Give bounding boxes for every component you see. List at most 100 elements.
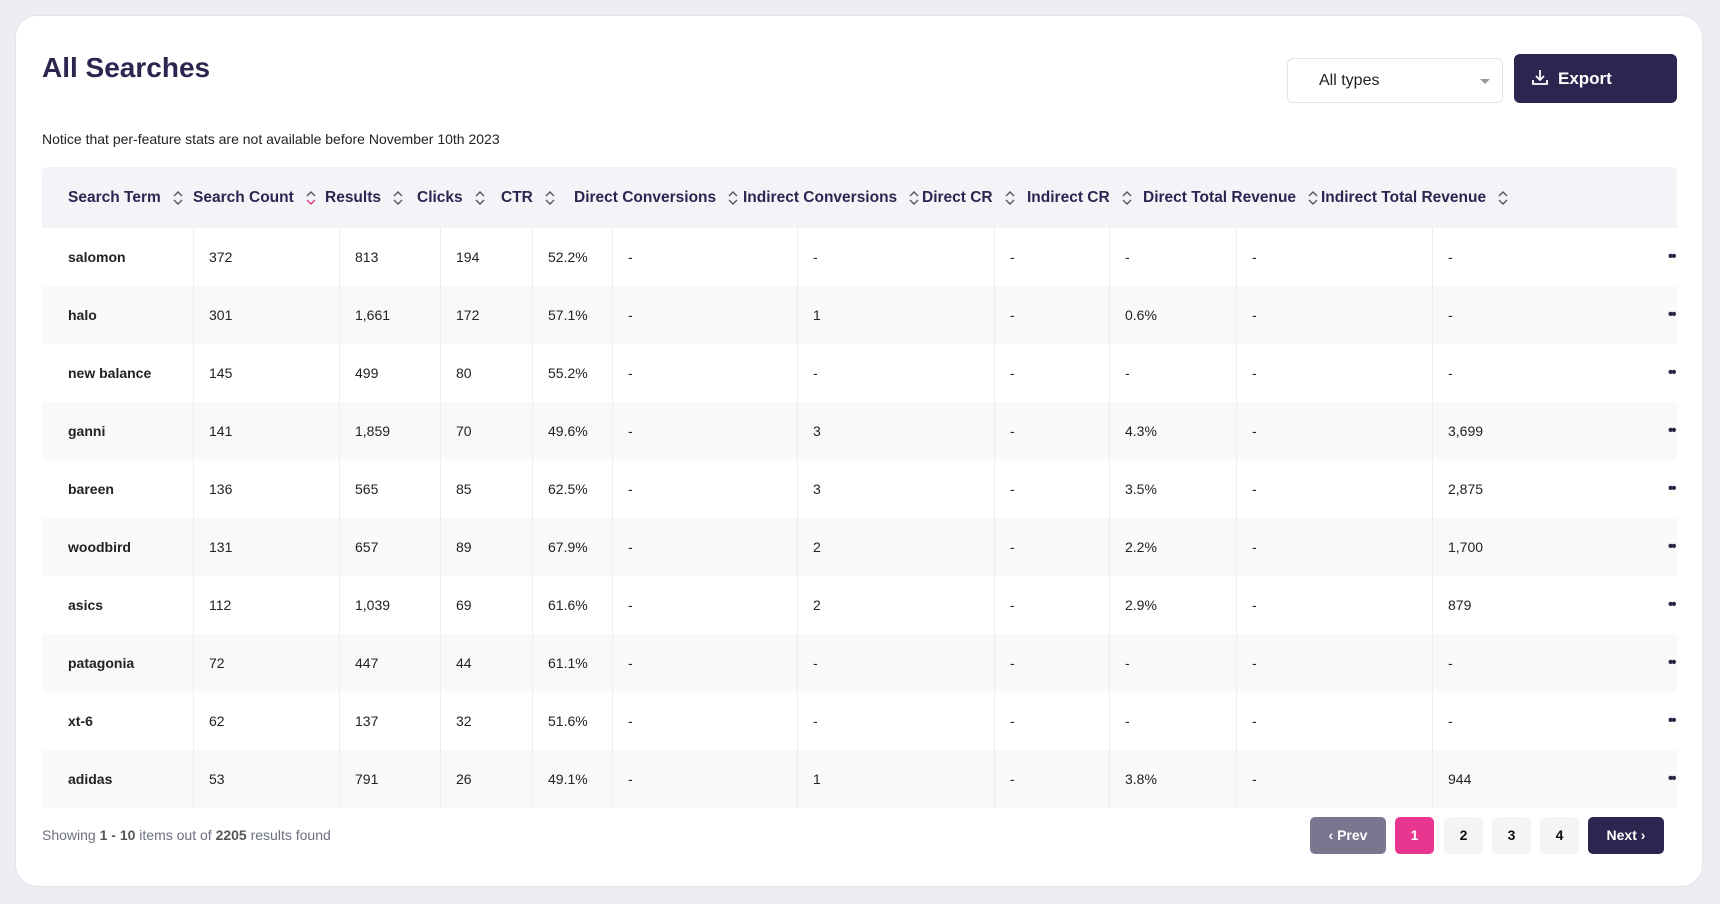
cell-divider: [1236, 402, 1237, 460]
row-actions[interactable]: ••: [1668, 422, 1676, 439]
row-actions[interactable]: ••: [1668, 538, 1676, 555]
table-cell: -: [1010, 539, 1015, 555]
cell-divider: [1109, 286, 1110, 344]
table-cell: 145: [209, 365, 233, 381]
text: items out of: [139, 827, 212, 843]
table-cell: -: [1010, 423, 1015, 439]
row-actions[interactable]: ••: [1668, 248, 1676, 265]
cell-divider: [532, 634, 533, 692]
page-button[interactable]: 2: [1444, 817, 1483, 854]
table-cell: -: [1010, 597, 1015, 613]
table-cell: -: [1252, 423, 1257, 439]
column-header[interactable]: Indirect CR: [1027, 167, 1132, 228]
text: results found: [250, 827, 331, 843]
table-cell: 44: [456, 655, 472, 671]
table-cell: 112: [209, 597, 232, 613]
row-actions[interactable]: ••: [1668, 364, 1676, 381]
table-row: ganni 141 1,859 70 49.6% - 3 - 4.3% - 3,699 ••: [42, 402, 1677, 460]
column-label: Indirect Total Revenue: [1321, 189, 1487, 206]
table-cell: -: [628, 771, 633, 787]
next-button[interactable]: Next ›: [1588, 817, 1664, 854]
table-cell: -: [1252, 597, 1257, 613]
type-filter[interactable]: All types: [1287, 58, 1503, 103]
column-header[interactable]: Results: [325, 167, 403, 228]
table-cell: 55.2%: [548, 365, 588, 381]
cell-divider: [1432, 692, 1433, 750]
page-button[interactable]: 1: [1395, 817, 1434, 854]
cell-divider: [339, 576, 340, 634]
cell-divider: [532, 518, 533, 576]
cell-divider: [612, 228, 613, 286]
cell-divider: [1109, 402, 1110, 460]
table-row: halo 301 1,661 172 57.1% - 1 - 0.6% - - ••: [42, 286, 1677, 344]
table-cell: 53: [209, 771, 225, 787]
cell-divider: [1432, 634, 1433, 692]
prev-button[interactable]: ‹ Prev: [1310, 817, 1386, 854]
column-header[interactable]: Direct CR: [922, 167, 1015, 228]
table-cell: -: [628, 423, 633, 439]
cell-divider: [1109, 750, 1110, 808]
table-cell: 49.6%: [548, 423, 588, 439]
cell-divider: [612, 518, 613, 576]
cell-divider: [797, 344, 798, 402]
table-cell: salomon: [68, 249, 126, 265]
column-header[interactable]: Indirect Conversions: [743, 167, 919, 228]
cell-divider: [193, 460, 194, 518]
page-button[interactable]: 4: [1540, 817, 1579, 854]
cell-divider: [612, 460, 613, 518]
cell-divider: [1432, 344, 1433, 402]
table-cell: -: [1252, 713, 1257, 729]
table-cell: 1,700: [1448, 539, 1484, 555]
cell-divider: [1432, 228, 1433, 286]
cell-divider: [339, 344, 340, 402]
column-header[interactable]: Indirect Total Revenue: [1321, 167, 1508, 228]
table-cell: 1,859: [355, 423, 391, 439]
cell-divider: [1109, 344, 1110, 402]
table-cell: -: [1252, 249, 1257, 265]
cell-divider: [797, 518, 798, 576]
row-actions[interactable]: ••: [1668, 712, 1676, 729]
table-cell: -: [628, 713, 633, 729]
row-actions[interactable]: ••: [1668, 654, 1676, 671]
text: Showing: [42, 827, 96, 843]
row-actions[interactable]: ••: [1668, 596, 1676, 613]
page-button[interactable]: 3: [1492, 817, 1531, 854]
table-cell: 944: [1448, 771, 1472, 787]
column-header[interactable]: Search Term: [68, 167, 183, 228]
table-cell: 2.9%: [1125, 597, 1157, 613]
download-icon: [1532, 70, 1548, 85]
table-cell: -: [1448, 365, 1453, 381]
row-actions[interactable]: ••: [1668, 770, 1676, 787]
export-button[interactable]: Export: [1514, 54, 1677, 103]
row-actions[interactable]: ••: [1668, 306, 1676, 323]
table-cell: -: [1010, 771, 1015, 787]
column-header[interactable]: Search Count: [193, 167, 316, 228]
table-cell: -: [1448, 307, 1453, 323]
cell-divider: [339, 634, 340, 692]
table-cell: asics: [68, 597, 104, 613]
cell-divider: [1236, 228, 1237, 286]
cell-divider: [440, 460, 441, 518]
column-header[interactable]: Clicks: [417, 167, 485, 228]
table-cell: 3: [813, 481, 821, 497]
column-header[interactable]: Direct Total Revenue: [1143, 167, 1318, 228]
cell-divider: [612, 344, 613, 402]
table-cell: 51.6%: [548, 713, 588, 729]
table-row: salomon 372 813 194 52.2% - - - - - - ••: [42, 228, 1677, 286]
cell-divider: [797, 228, 798, 286]
table-cell: new balance: [68, 365, 152, 381]
table-cell: 372: [209, 249, 233, 265]
table-cell: 499: [355, 365, 379, 381]
table-cell: -: [1125, 249, 1130, 265]
table-cell: 2,875: [1448, 481, 1484, 497]
column-header[interactable]: Direct Conversions: [574, 167, 738, 228]
table-cell: 131: [209, 539, 233, 555]
column-header[interactable]: CTR: [501, 167, 555, 228]
column-label: Direct CR: [922, 189, 993, 206]
row-actions[interactable]: ••: [1668, 480, 1676, 497]
column-label: Search Term: [68, 189, 161, 206]
table-cell: 3: [813, 423, 821, 439]
export-label: Export: [1558, 69, 1612, 88]
cell-divider: [339, 460, 340, 518]
table-cell: 72: [209, 655, 225, 671]
